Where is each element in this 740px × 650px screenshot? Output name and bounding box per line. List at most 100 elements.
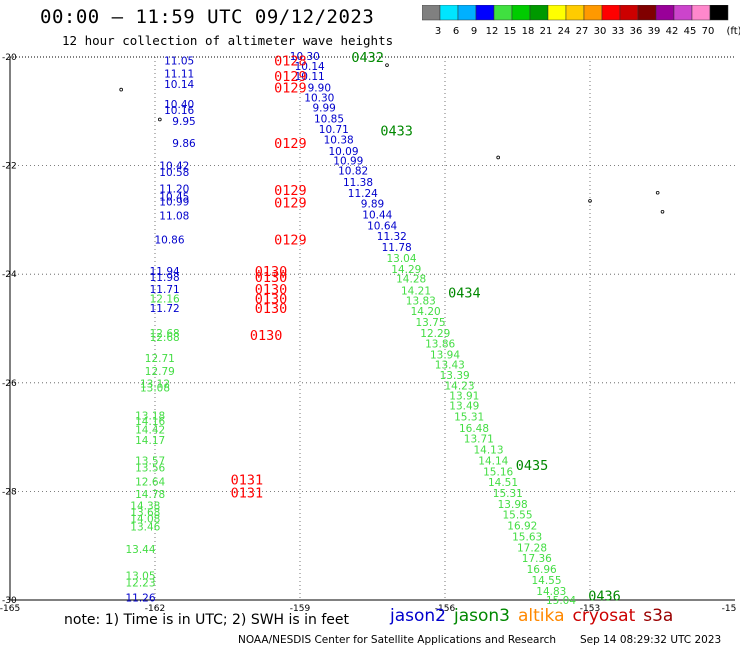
swh-value-label: 10.30	[304, 93, 334, 105]
swh-value-label: 13.75	[415, 317, 445, 329]
swh-value-label: 14.20	[411, 306, 441, 318]
island-mark	[119, 87, 123, 92]
chart-title: 00:00 – 11:59 UTC 09/12/2023	[40, 6, 375, 28]
x-tick-label: -165	[0, 604, 20, 614]
swh-value-label: 12.64	[135, 477, 165, 489]
swh-value-label: 11.94	[150, 266, 180, 278]
swh-value-label: 15.31	[493, 488, 523, 500]
y-tick-label: -28	[2, 487, 17, 497]
swh-value-label: 13.43	[435, 359, 465, 371]
pass-time-label: 0131	[231, 472, 264, 488]
colorbar-label: 6	[453, 26, 459, 37]
swh-value-label: 10.09	[328, 146, 358, 158]
swh-value-label: 12.16	[150, 294, 180, 306]
island-mark	[660, 209, 665, 214]
colorbar-label: 18	[522, 26, 535, 37]
colorbar-label: 30	[594, 26, 607, 37]
colorbar-label: 3	[435, 26, 441, 37]
swh-value-label: 14.55	[531, 575, 561, 587]
colorbar-label: 36	[630, 26, 643, 37]
swh-value-label: 17.36	[522, 553, 552, 565]
swh-value-label: 13.57	[135, 455, 165, 467]
pass-time-label: 0129	[274, 196, 307, 212]
swh-value-label: 14.83	[536, 586, 566, 598]
colorbar-label: 70	[702, 26, 715, 37]
swh-value-label: 17.28	[517, 542, 547, 554]
pass-time-label: 0130	[255, 282, 288, 298]
legend-item-cryosat: cryosat	[572, 606, 636, 626]
swh-value-label: 10.99	[333, 156, 363, 168]
swh-value-label: 10.71	[319, 124, 349, 136]
swh-value-label: 10.16	[164, 105, 194, 117]
swh-value-label: 13.39	[440, 370, 470, 382]
legend-item-jason2: jason2	[390, 606, 446, 626]
swh-value-label: 11.08	[159, 211, 189, 223]
swh-value-label: 13.83	[406, 295, 436, 307]
swh-value-label: 10.42	[159, 161, 189, 173]
swh-value-label: 10.85	[314, 113, 344, 125]
swh-value-label: 13.94	[430, 350, 460, 362]
swh-value-label: 13.12	[140, 378, 170, 390]
island-mark	[655, 190, 660, 195]
swh-value-label: 10.30	[290, 51, 320, 63]
credit-line: NOAA/NESDIS Center for Satellite Applica…	[238, 634, 556, 646]
x-tick-label: -156	[435, 604, 456, 614]
swh-value-label: 11.26	[125, 592, 155, 604]
swh-value-label: 11.78	[382, 242, 412, 254]
pass-time-label: 0130	[255, 270, 288, 286]
colorbar-label: 27	[576, 26, 589, 37]
y-tick-label: -30	[2, 596, 17, 606]
swh-value-label: 9.89	[361, 199, 384, 211]
swh-value-label: 14.78	[135, 489, 165, 501]
pass-time-label: 0435	[516, 458, 549, 474]
swh-value-label: 14.21	[401, 285, 431, 297]
swh-value-label: 10.58	[159, 167, 189, 179]
chart-subtitle: 12 hour collection of altimeter wave hei…	[62, 33, 394, 48]
swh-value-label: 11.24	[348, 188, 378, 200]
swh-value-label: 13.71	[464, 434, 494, 446]
swh-value-label: 15.55	[502, 510, 532, 522]
x-tick-label: -159	[290, 604, 311, 614]
colorbar-swatch	[709, 5, 729, 21]
y-tick-label: -22	[2, 162, 17, 172]
swh-value-label: 10.99	[159, 196, 189, 208]
swh-value-label: 14.08	[130, 514, 160, 526]
swh-value-label: 10.38	[324, 135, 354, 147]
swh-value-label: 12.71	[145, 353, 175, 365]
colorbar-label: 21	[540, 26, 553, 37]
y-tick-label: -26	[2, 379, 17, 389]
x-tick-label: -15	[722, 604, 737, 614]
swh-value-label: 10.14	[164, 79, 194, 91]
swh-value-label: 16.96	[527, 564, 557, 576]
colorbar-label: 9	[471, 26, 477, 37]
swh-value-label: 15.63	[512, 531, 542, 543]
island-mark	[158, 117, 162, 122]
swh-value-label: 11.98	[150, 272, 180, 284]
pass-time-label: 0129	[274, 80, 307, 96]
swh-value-label: 16.48	[459, 423, 489, 435]
pass-time-label: 0131	[231, 485, 264, 501]
island-mark	[496, 155, 500, 160]
swh-value-label: 12.29	[420, 328, 450, 340]
colorbar-label: 33	[612, 26, 625, 37]
pass-time-label: 0129	[274, 136, 307, 152]
pass-time-label: 0129	[274, 69, 307, 85]
swh-value-label: 13.46	[130, 522, 160, 534]
swh-value-label: 10.86	[154, 234, 184, 246]
swh-value-label: 13.86	[425, 339, 455, 351]
y-tick-label: -24	[2, 270, 17, 280]
swh-value-label: 10.82	[338, 165, 368, 177]
island-mark	[588, 199, 592, 203]
swh-value-label: 14.28	[396, 274, 426, 286]
swh-value-label: 9.90	[308, 82, 331, 94]
swh-value-label: 15.04	[546, 595, 576, 607]
swh-value-label: 13.68	[130, 507, 160, 519]
swh-value-label: 12.68	[150, 332, 180, 344]
swh-value-label: 14.14	[478, 455, 508, 467]
swh-value-label: 13.08	[140, 383, 170, 395]
swh-value-label: 13.05	[125, 571, 155, 583]
swh-value-label: 11.05	[164, 55, 194, 67]
swh-value-label: 13.18	[135, 410, 165, 422]
x-tick-label: -153	[580, 604, 600, 614]
